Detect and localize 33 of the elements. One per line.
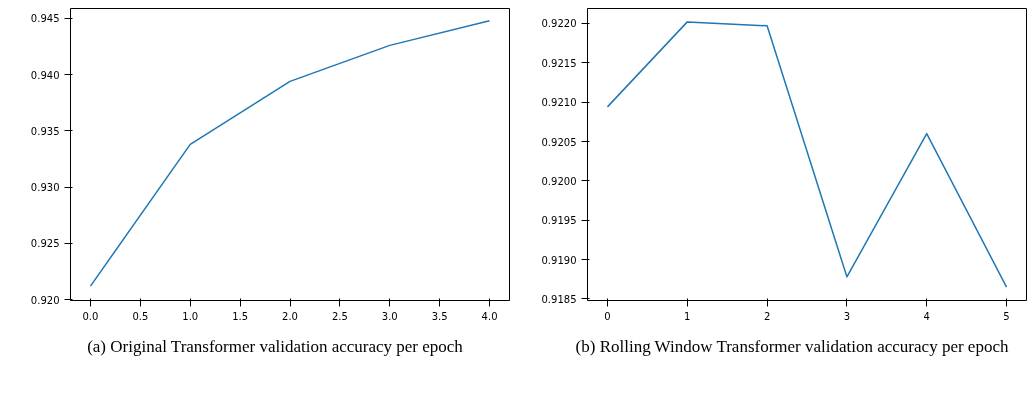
x-tick-label: 5 bbox=[1003, 310, 1010, 322]
y-tick-label: 0.920 bbox=[30, 294, 60, 306]
y-tick-label: 0.925 bbox=[30, 238, 60, 250]
x-tick-label: 3 bbox=[843, 310, 851, 322]
y-tick-label: 0.9205 bbox=[541, 136, 577, 148]
text: (b) Rolling Window Transformer validation accuracy per epoch bbox=[575, 336, 1009, 358]
x-tick-label: 1 bbox=[684, 310, 691, 322]
text: (a) Original Transformer validation accuracy per epoch bbox=[87, 336, 463, 358]
y-tick-label: 0.9215 bbox=[541, 57, 577, 69]
line-series bbox=[89, 19, 491, 287]
x-tick-label: 2.5 bbox=[331, 310, 348, 322]
x-tick-label: 1.0 bbox=[182, 310, 199, 322]
x-tick-label: 2.0 bbox=[282, 310, 298, 322]
y-tick-label: 0.9190 bbox=[541, 254, 577, 266]
x-tick-label: 3.0 bbox=[381, 310, 398, 322]
x-tick-label: 3.5 bbox=[431, 310, 448, 322]
x-tick-label: 0.0 bbox=[82, 310, 99, 322]
y-tick-label: 0.9200 bbox=[541, 175, 577, 187]
y-tick-label: 0.940 bbox=[30, 69, 60, 81]
x-tick-label: 1.5 bbox=[232, 310, 249, 322]
line-series bbox=[606, 21, 1008, 288]
y-tick-label: 0.9210 bbox=[541, 97, 577, 109]
y-tick-label: 0.9185 bbox=[541, 293, 577, 305]
y-tick-label: 0.945 bbox=[30, 13, 60, 25]
y-tick-label: 0.935 bbox=[30, 125, 60, 137]
x-tick-label: 4.0 bbox=[481, 310, 498, 322]
y-tick-label: 0.9195 bbox=[541, 215, 577, 227]
x-tick-label: 0 bbox=[604, 310, 611, 322]
x-tick-label: 4 bbox=[923, 310, 930, 322]
y-tick-label: 0.930 bbox=[30, 182, 60, 194]
x-tick-label: 0.5 bbox=[132, 310, 149, 322]
x-tick-label: 2 bbox=[763, 310, 771, 322]
y-tick-label: 0.9220 bbox=[541, 18, 577, 30]
